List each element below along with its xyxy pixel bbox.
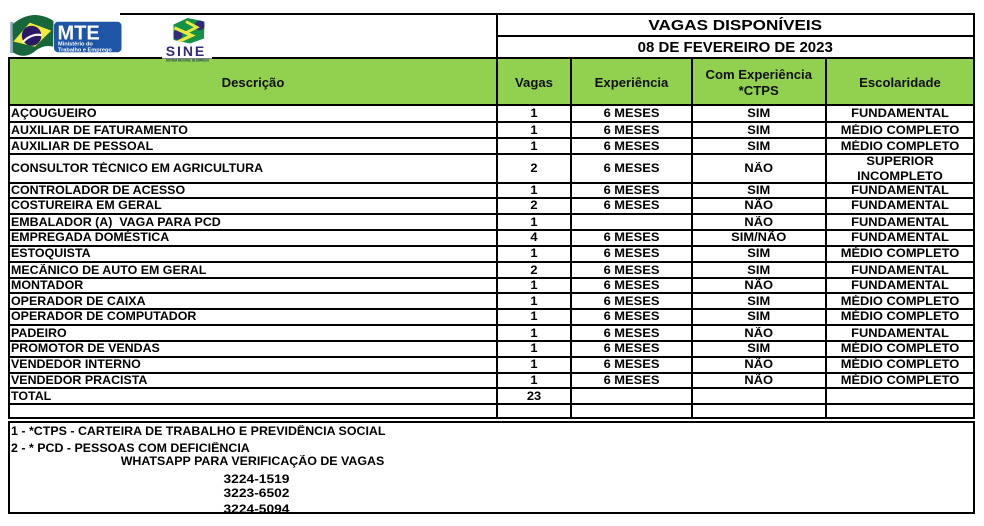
svg-text:Ministério do: Ministério do (58, 41, 93, 47)
svg-text:SINE: SINE (166, 43, 206, 59)
svg-text:MTE: MTE (58, 23, 100, 45)
svg-text:SISTEMA NACIONAL DE EMPREGO: SISTEMA NACIONAL DE EMPREGO (166, 59, 209, 63)
svg-text:Trabalho e Emprego: Trabalho e Emprego (58, 47, 112, 53)
